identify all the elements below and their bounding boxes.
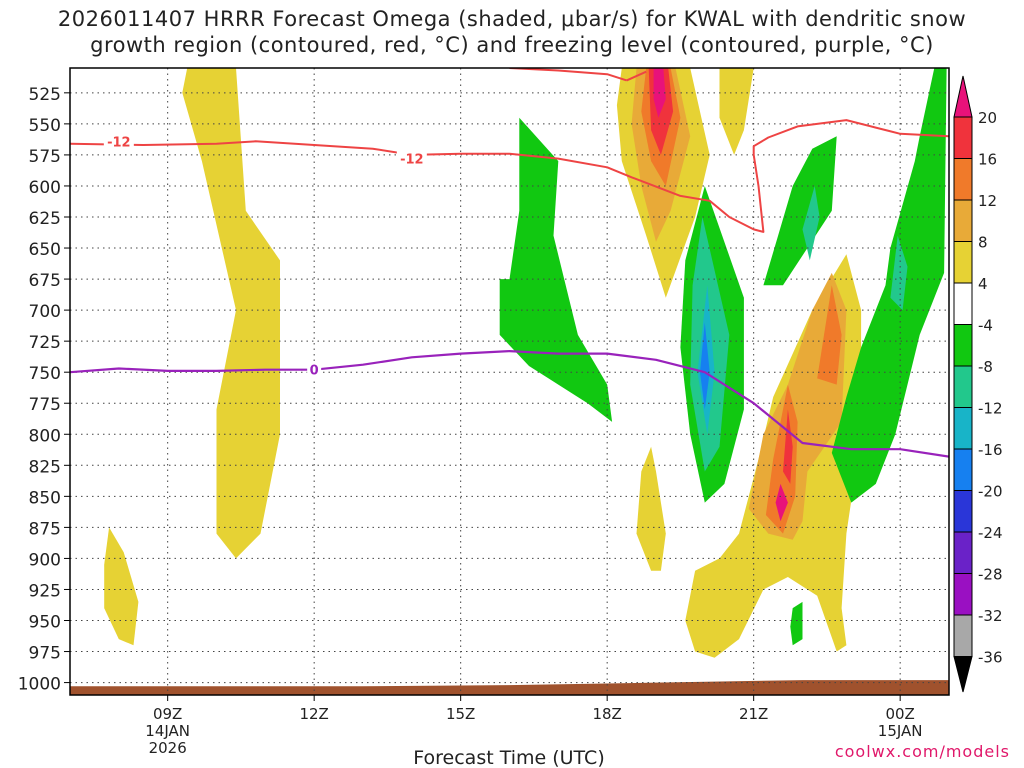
colorbar-bin-2 [953, 158, 973, 201]
chart-title-line2: growth region (contoured, red, °C) and f… [90, 33, 934, 57]
y-tick-label: 900 [29, 550, 61, 570]
x-tick-year: 2026 [149, 739, 187, 757]
y-tick-label: 925 [29, 581, 61, 601]
contours: -12 -12 0 [70, 68, 949, 458]
colorbar-bin-3 [953, 199, 973, 242]
colorbar-label: 12 [978, 192, 997, 210]
colorbar-bin-4 [953, 241, 973, 284]
omega-region-21 [802, 186, 820, 261]
dgz-contour-label: -12 [107, 135, 131, 150]
y-tick-label: 675 [29, 271, 61, 291]
y-tick-label: 650 [29, 240, 61, 260]
dgz-contour-segment-1 [509, 68, 628, 82]
x-tick-label: 12Z [299, 705, 328, 723]
omega-region-24 [790, 601, 803, 646]
dgz-contour-segment-2 [626, 70, 647, 82]
colorbar-label: -28 [978, 566, 1003, 584]
axes: 525 550 575 600 625 650 675 700 725 750 775 800 825 8… [18, 67, 950, 757]
colorbar-bin-10 [953, 490, 973, 533]
colorbar-bin-0 [953, 75, 973, 118]
dgz-contour-segment-0 [70, 119, 949, 233]
x-tick-date: 15JAN [878, 722, 923, 740]
credit-link[interactable]: coolwx.com/models [834, 742, 1010, 761]
freezing-contour-label: 0 [310, 364, 319, 379]
y-tick-label: 975 [29, 644, 61, 664]
omega-region-20 [763, 136, 837, 286]
colorbar-label: 20 [978, 109, 997, 127]
omega-region-19 [700, 322, 710, 410]
x-tick-label: 09Z [153, 705, 182, 723]
y-tick-label: 1000 [18, 675, 61, 695]
x-axis-title: Forecast Time (UTC) [413, 747, 604, 768]
x-tick-label: 21Z [739, 705, 768, 723]
colorbar-label: -20 [978, 483, 1003, 501]
colorbar-label: -8 [978, 358, 993, 376]
colorbar-label: -32 [978, 607, 1003, 625]
omega-region-23 [890, 235, 908, 311]
freezing-label-bg [307, 361, 322, 378]
omega-region-14 [636, 446, 666, 571]
y-tick-label: 550 [29, 116, 61, 136]
omega-region-15 [499, 117, 613, 422]
plot-frame [69, 67, 950, 696]
colorbar-label: 8 [978, 234, 988, 252]
omega-region-1 [104, 527, 139, 646]
omega-region-7 [719, 68, 754, 155]
colorbar-bin-11 [953, 531, 973, 574]
colorbar-bin-6 [953, 324, 973, 367]
y-tick-label: 775 [29, 395, 61, 415]
omega-shading [70, 68, 949, 695]
colorbar-bin-8 [953, 407, 973, 450]
colorbar-bin-13 [953, 614, 973, 657]
grid [70, 68, 949, 695]
colorbar-bin-5 [953, 282, 973, 325]
omega-region-0 [182, 68, 280, 559]
colorbar-label: 4 [978, 275, 988, 293]
omega-region-11 [765, 384, 798, 534]
y-tick-label: 750 [29, 364, 61, 384]
colorbar-bin-9 [953, 448, 973, 491]
colorbar-label: -16 [978, 441, 1003, 459]
terrain-fill [70, 680, 949, 695]
y-tick-label: 725 [29, 333, 61, 353]
chart-title-line1: 2026011407 HRRR Forecast Omega (shaded, … [57, 7, 967, 31]
colorbar-label: -12 [978, 400, 1003, 418]
colorbar-label: 16 [978, 151, 997, 169]
omega-region-13 [775, 483, 788, 522]
freezing-level-contour [70, 350, 949, 458]
y-tick-label: 825 [29, 457, 61, 477]
x-tick-label: 15Z [446, 705, 475, 723]
x-tick-date: 14JAN [145, 722, 190, 740]
y-tick-label: 575 [29, 147, 61, 167]
y-tick-label: 800 [29, 426, 61, 446]
colorbar-label: -36 [978, 649, 1003, 667]
chart-title: 2026011407 HRRR Forecast Omega (shaded, … [0, 6, 1024, 58]
y-tick-label: 600 [29, 178, 61, 198]
x-tick-label: 18Z [592, 705, 621, 723]
dgz-label-bg [103, 133, 134, 150]
colorbar: 20 16 12 8 4 -4 -8 -12 -16 -20 -24 -28 -32 -36 [953, 75, 1003, 693]
colorbar-bin-1 [953, 116, 973, 159]
y-tick-label: 700 [29, 302, 61, 322]
terrain [70, 680, 949, 695]
y-tick-label: 950 [29, 613, 61, 633]
y-tick-label: 625 [29, 209, 61, 229]
colorbar-label: -24 [978, 524, 1003, 542]
colorbar-bin-12 [953, 573, 973, 616]
y-tick-label: 875 [29, 519, 61, 539]
x-tick-label: 00Z [885, 705, 914, 723]
dgz-contour-label: -12 [400, 153, 424, 168]
omega-region-22 [831, 68, 947, 503]
dgz-label-bg [396, 150, 427, 167]
y-tick-label: 850 [29, 488, 61, 508]
colorbar-bin-14 [953, 656, 973, 693]
colorbar-label: -4 [978, 317, 993, 335]
y-tick-label: 525 [29, 85, 61, 105]
colorbar-bin-7 [953, 365, 973, 408]
